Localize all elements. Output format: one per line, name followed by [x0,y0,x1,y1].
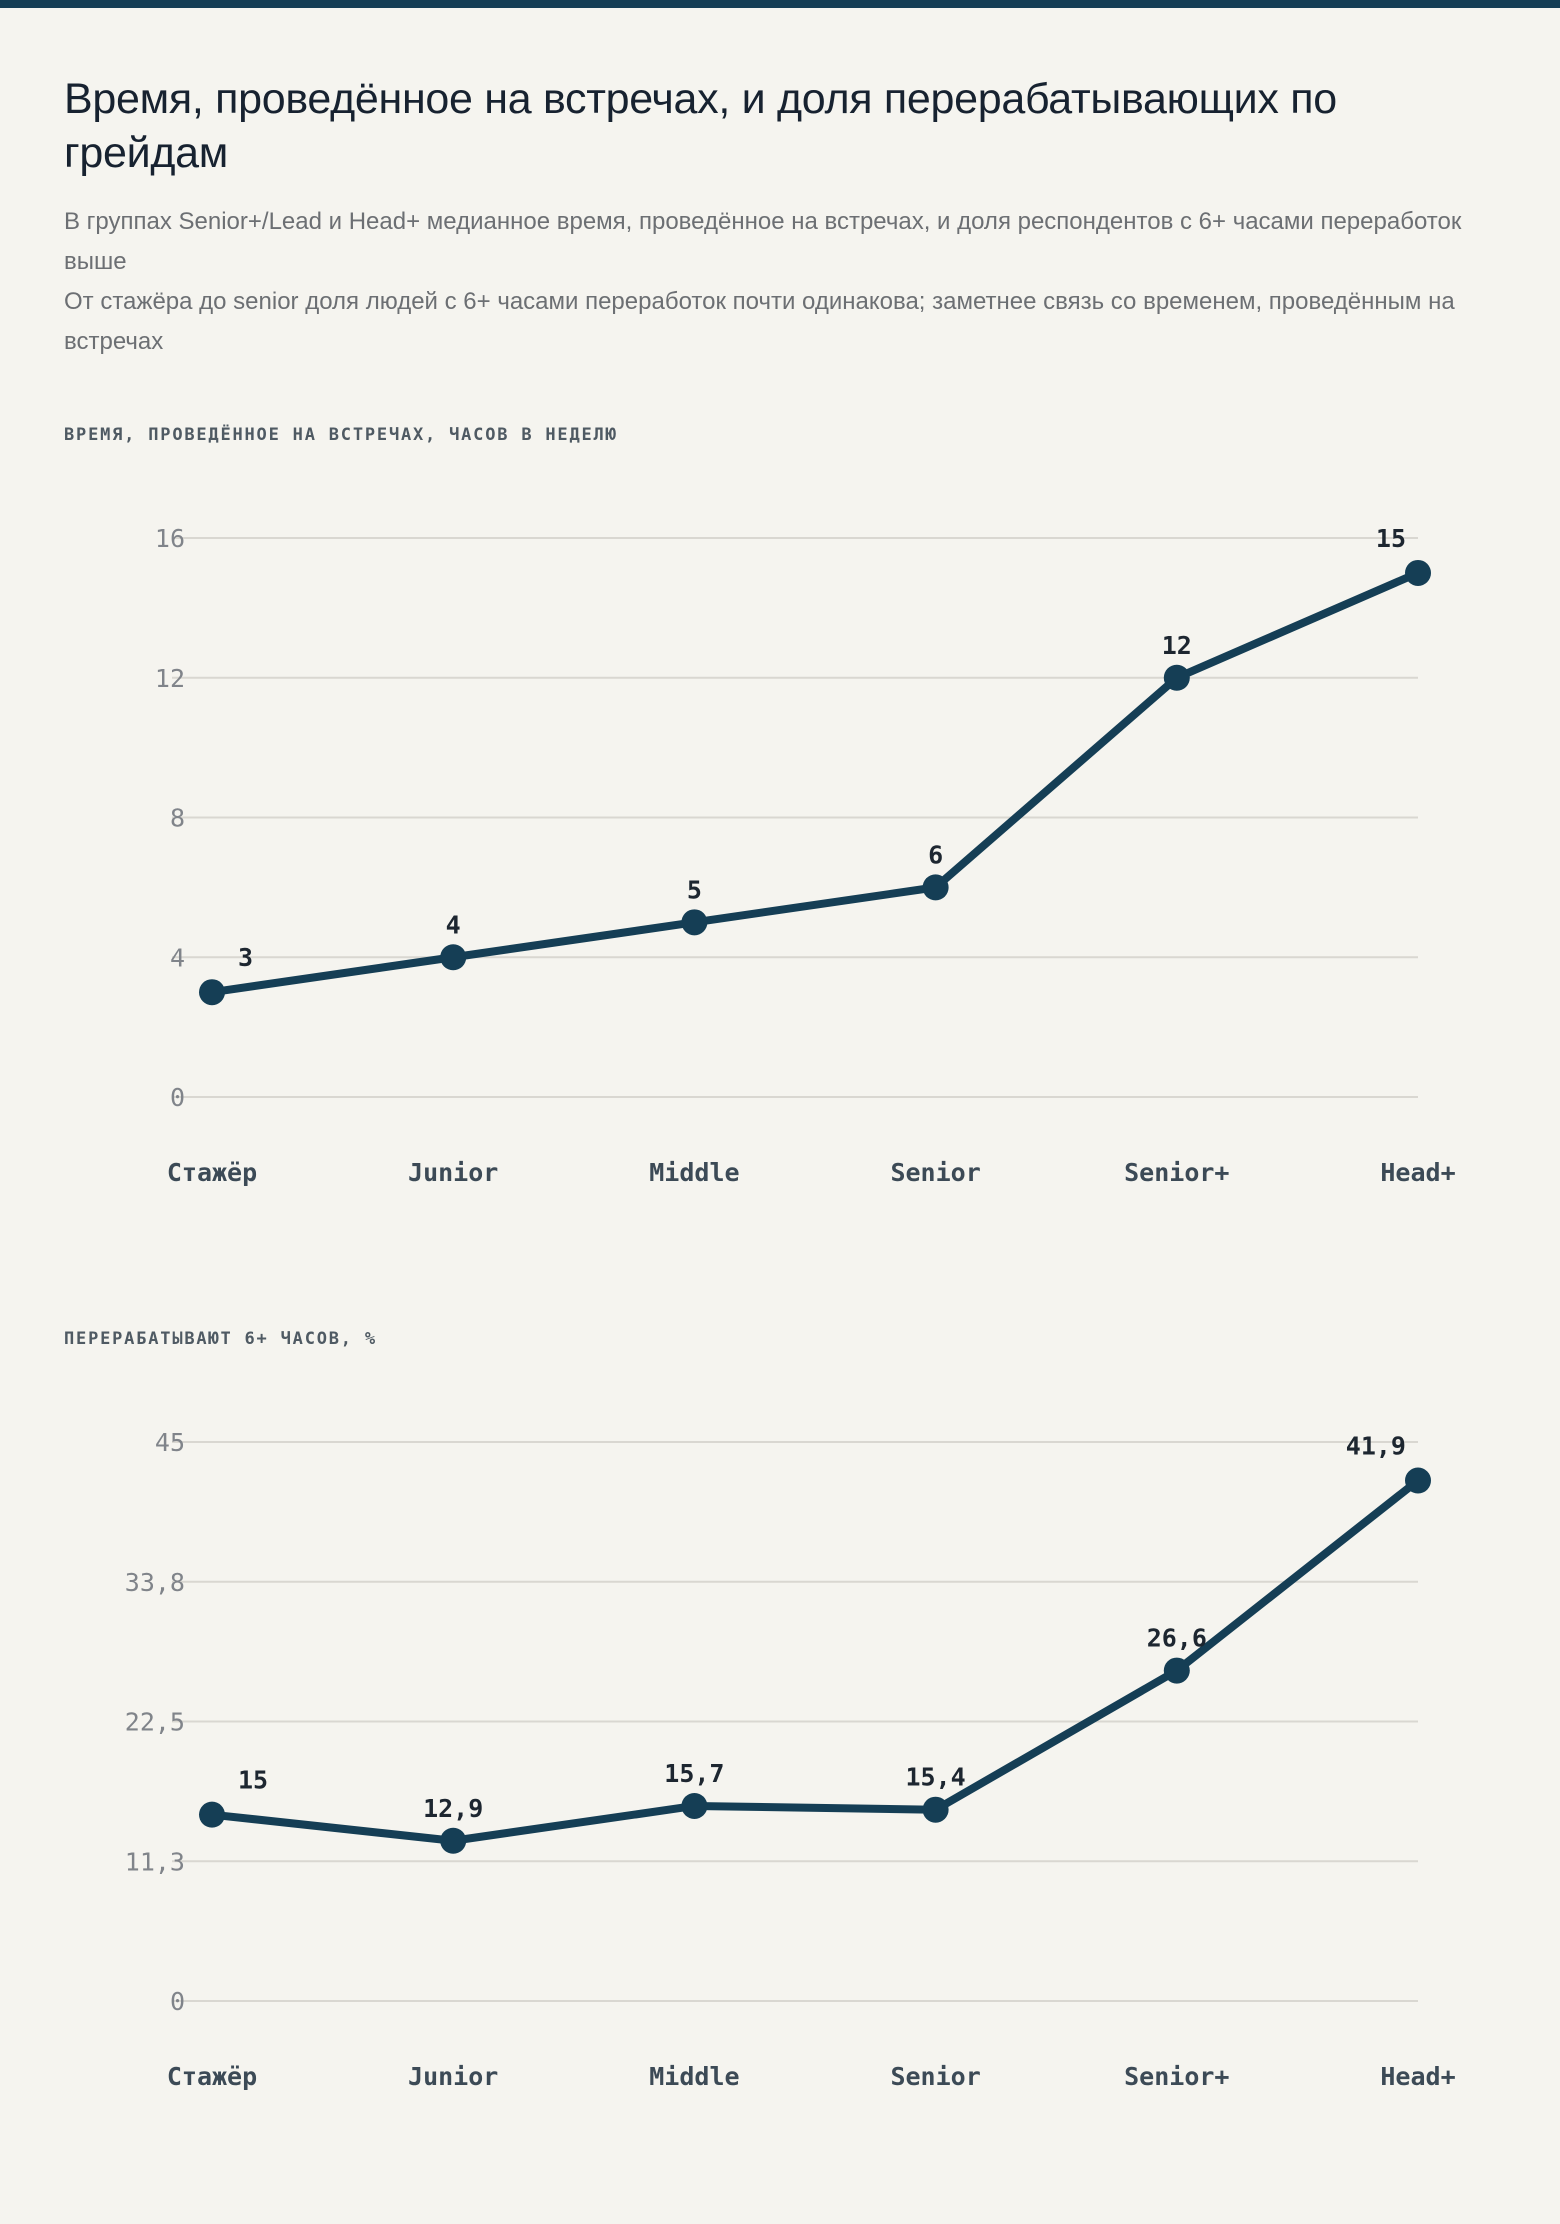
x-category-label: Head+ [1380,1158,1455,1187]
data-point [1163,1657,1190,1684]
series-line [208,568,1422,997]
x-category-label: Middle [649,1158,739,1187]
x-category-label: Стажёр [167,2062,257,2091]
overtime-share-chart: 0 11,3 22,5 33,8 45 Стажёр Junior Middle Senior S… [125,1428,1456,2091]
top-accent-bar [0,0,1560,8]
chart-title: Время, проведённое на встречах, и доля п… [64,75,1337,177]
x-category-label: Head+ [1380,2062,1455,2091]
data-label: 41,9 [1346,1432,1406,1461]
y-tick-label: 22,5 [125,1708,185,1737]
data-label: 15,4 [905,1763,965,1792]
y-tick-label: 33,8 [125,1568,185,1597]
meetings-panel-title: ВРЕМЯ, ПРОВЕДЁННОЕ НА ВСТРЕЧАХ, ЧАСОВ В … [64,425,618,445]
data-point [1163,664,1190,691]
data-label: 15 [1376,524,1406,553]
x-category-label: Senior [890,1158,980,1187]
series-line [208,1476,1422,1845]
data-point [440,944,467,971]
data-label: 15,7 [664,1759,724,1788]
x-category-label: Middle [649,2062,739,2091]
data-point [440,1827,467,1854]
y-tick-label: 45 [155,1428,185,1457]
data-point [1405,1467,1431,1494]
chart-subtitle: В группах Senior+/Lead и Head+ медианное… [64,202,1504,362]
x-category-label: Junior [408,1158,498,1187]
data-point [1405,559,1431,586]
meetings-hours-chart: 0 4 8 12 16 Стажёр Junior Middle Senior Senior+ He… [155,524,1456,1187]
x-category-label: Senior+ [1124,2062,1229,2091]
y-tick-label: 8 [170,804,185,833]
data-label: 4 [446,910,461,939]
data-label: 26,6 [1147,1624,1207,1653]
data-point [922,874,949,901]
y-tick-label: 0 [170,1083,185,1112]
x-category-label: Стажёр [167,1158,257,1187]
data-point [922,1796,949,1823]
x-category-label: Junior [408,2062,498,2091]
data-label: 15 [238,1766,268,1795]
data-point [681,1792,708,1819]
y-tick-label: 0 [170,1987,185,2016]
data-point [199,1801,225,1828]
data-label: 5 [687,875,702,904]
y-tick-label: 11,3 [125,1847,185,1876]
y-tick-label: 16 [155,524,185,553]
x-category-label: Senior [890,2062,980,2091]
data-point [199,979,225,1006]
overtime-panel-title: ПЕРЕРАБАТЫВАЮТ 6+ ЧАСОВ, % [64,1329,377,1349]
data-label: 6 [928,840,943,869]
data-label: 3 [238,943,253,972]
subtitle-line: В группах Senior+/Lead и Head+ медианное… [64,208,1462,275]
data-label: 12 [1162,631,1192,660]
data-label: 12,9 [423,1794,483,1823]
y-tick-label: 12 [155,664,185,693]
x-category-label: Senior+ [1124,1158,1229,1187]
y-tick-label: 4 [170,943,185,972]
subtitle-line: От стажёра до senior доля людей с 6+ час… [64,288,1455,355]
data-point [681,909,708,936]
